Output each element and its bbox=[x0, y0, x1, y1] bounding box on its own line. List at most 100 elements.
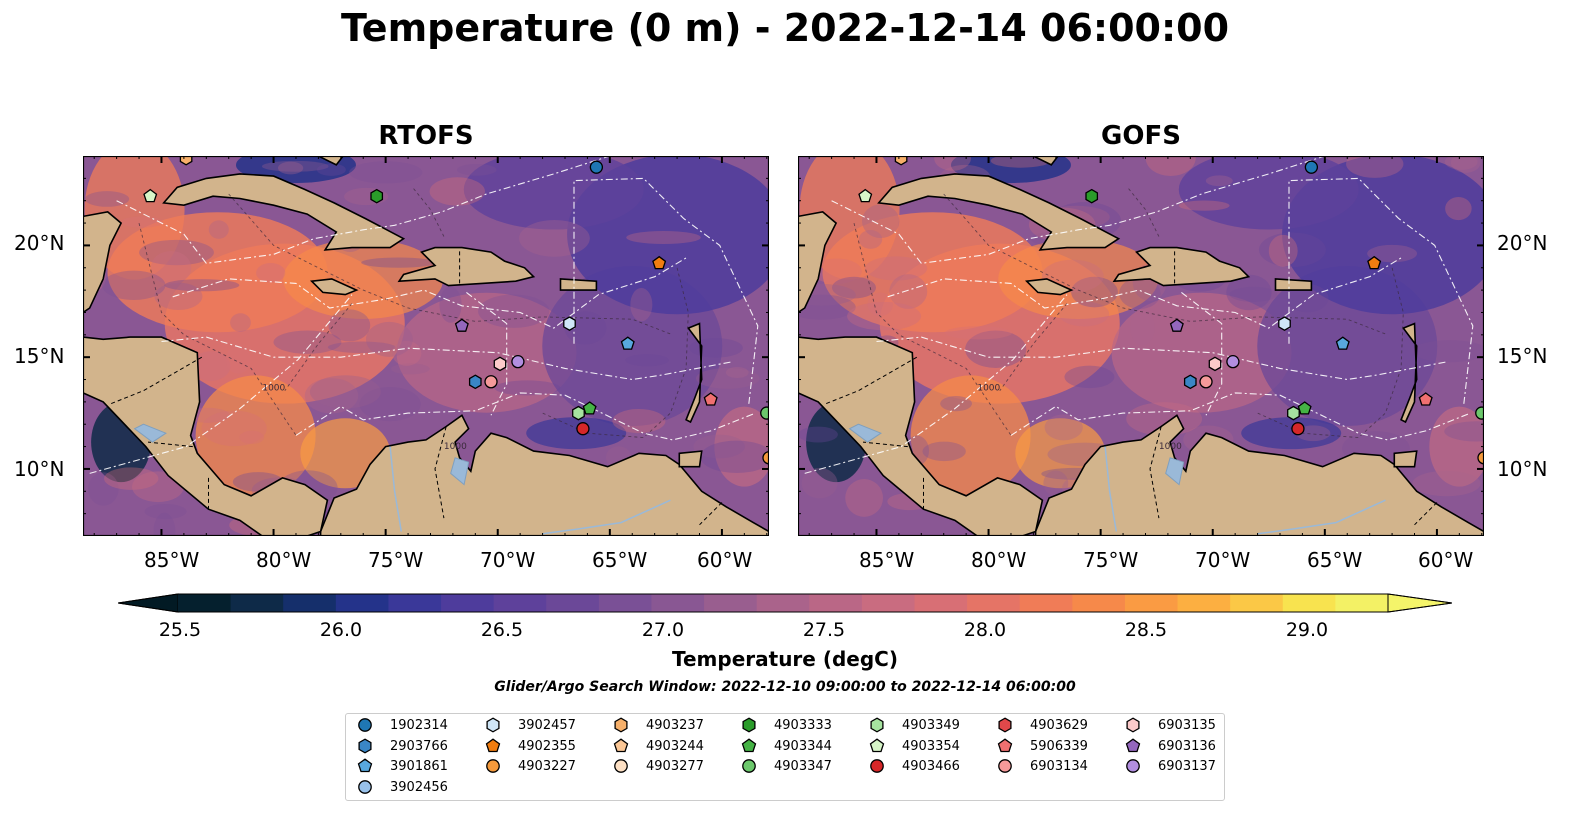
observation-marker-6903134 bbox=[1199, 375, 1213, 389]
country-border bbox=[699, 502, 723, 526]
eez-boundary bbox=[1288, 177, 1474, 405]
legend-marker-icon bbox=[613, 738, 629, 753]
temperature-eddy bbox=[316, 163, 346, 176]
map-frame bbox=[83, 156, 769, 536]
lon-tick-label: 60°W bbox=[697, 548, 753, 572]
legend-label: 6903136 bbox=[1158, 738, 1216, 754]
temperature-patch bbox=[195, 375, 316, 496]
map-frame bbox=[798, 156, 1484, 536]
legend-marker-hexagon bbox=[486, 717, 500, 733]
temperature-eddy bbox=[626, 231, 701, 244]
landmass bbox=[83, 336, 329, 536]
legend-marker-icon bbox=[870, 717, 884, 733]
landmass bbox=[685, 322, 703, 424]
landmass bbox=[1274, 278, 1313, 291]
legend-entry: 4903629 bbox=[994, 715, 1088, 735]
colorbar-segment bbox=[1072, 594, 1126, 612]
temperature-eddy bbox=[990, 156, 1051, 168]
river bbox=[1257, 499, 1386, 535]
observation-marker-1902314 bbox=[1304, 160, 1319, 174]
country-border bbox=[824, 356, 918, 405]
bathymetry-contour bbox=[284, 303, 353, 391]
observation-marker-4903349 bbox=[1287, 405, 1300, 421]
country-border bbox=[109, 356, 203, 405]
temperature-eddy bbox=[88, 472, 119, 506]
eez-boundary bbox=[1010, 392, 1471, 441]
observation-marker-6903134 bbox=[484, 375, 498, 389]
bathymetry-contour bbox=[228, 193, 673, 336]
eez-boundary bbox=[804, 294, 1068, 474]
legend-entry: 2903766 bbox=[354, 736, 448, 756]
colorbar bbox=[118, 593, 1452, 613]
eez-boundary bbox=[89, 294, 353, 474]
temperature-eddy bbox=[154, 282, 203, 311]
temperature-eddy bbox=[277, 161, 304, 175]
temperature-eddy bbox=[153, 512, 176, 536]
legend-marker-icon bbox=[357, 758, 373, 773]
temperature-eddy bbox=[439, 286, 462, 323]
temperature-eddy bbox=[494, 380, 561, 396]
observation-marker-4903227 bbox=[762, 451, 769, 465]
legend-marker-hexagon bbox=[870, 717, 884, 733]
legend-label: 4903277 bbox=[646, 758, 704, 774]
temperature-eddy bbox=[1043, 470, 1069, 496]
legend-marker-icon bbox=[485, 738, 501, 753]
colorbar-segment bbox=[651, 594, 705, 612]
temperature-eddy bbox=[1258, 232, 1326, 268]
temperature-eddy bbox=[359, 386, 421, 422]
landmass bbox=[309, 278, 359, 296]
legend-label: 3901861 bbox=[390, 758, 448, 774]
map-content: 1000 1000 bbox=[83, 156, 769, 536]
search-window-caption: Glider/Argo Search Window: 2022-12-10 09… bbox=[494, 679, 1076, 695]
temperature-eddy bbox=[889, 274, 928, 309]
temperature-eddy bbox=[230, 313, 251, 332]
lon-tick-label: 60°W bbox=[1418, 548, 1474, 572]
colorbar-segment bbox=[1282, 594, 1336, 612]
observation-marker-3901861 bbox=[1335, 336, 1350, 350]
legend-marker-circle bbox=[358, 780, 372, 794]
observation-marker-6903136 bbox=[454, 318, 469, 332]
temperature-eddy bbox=[1071, 276, 1118, 308]
legend-marker-icon bbox=[1126, 717, 1140, 733]
observation-marker-4903349 bbox=[572, 405, 585, 421]
legend-marker-icon bbox=[998, 759, 1012, 773]
lon-tick-label: 75°W bbox=[368, 548, 424, 572]
legend-label: 4903349 bbox=[902, 717, 960, 733]
colorbar-segment bbox=[1124, 594, 1179, 612]
colorbar-segment bbox=[1230, 594, 1284, 612]
landmass bbox=[559, 278, 598, 291]
colorbar-tick-label: 26.0 bbox=[319, 619, 363, 641]
observation-marker-4903466 bbox=[576, 422, 590, 436]
legend-marker-icon bbox=[742, 759, 756, 773]
contour-label: 1000 bbox=[977, 384, 1000, 394]
contour-label: 1000 bbox=[444, 442, 467, 452]
eez-boundary bbox=[573, 177, 759, 405]
country-border bbox=[147, 441, 193, 448]
temperature-patch bbox=[714, 406, 769, 487]
temperature-patch bbox=[396, 292, 577, 413]
temperature-patch bbox=[283, 238, 444, 319]
legend-label: 6903135 bbox=[1158, 717, 1216, 733]
legend-label: 6903134 bbox=[1030, 758, 1088, 774]
contour-label: 1000 bbox=[262, 384, 285, 394]
colorbar-segment bbox=[704, 594, 758, 612]
legend-label: 4903354 bbox=[902, 738, 960, 754]
colorbar-extend-max bbox=[1387, 593, 1452, 613]
legend-label: 4903347 bbox=[774, 758, 832, 774]
temperature-eddy bbox=[1444, 156, 1478, 170]
temperature-eddy bbox=[1059, 301, 1110, 327]
lon-tick-label: 65°W bbox=[592, 548, 648, 572]
temperature-eddy bbox=[208, 220, 229, 239]
legend-entry: 4903349 bbox=[866, 715, 960, 735]
colorbar-tick-label: 28.5 bbox=[1124, 619, 1168, 641]
temperature-eddy bbox=[625, 354, 669, 367]
legend-marker-icon bbox=[358, 780, 372, 794]
temperature-eddy bbox=[1412, 340, 1484, 363]
temperature-eddy bbox=[845, 479, 884, 517]
legend-entry: 4903244 bbox=[610, 736, 704, 756]
colorbar-tick-label: 27.5 bbox=[802, 619, 846, 641]
temperature-eddy bbox=[693, 434, 745, 459]
legend-marker-icon bbox=[1126, 759, 1140, 773]
colorbar-segment bbox=[283, 594, 337, 612]
temperature-eddy bbox=[811, 258, 862, 284]
